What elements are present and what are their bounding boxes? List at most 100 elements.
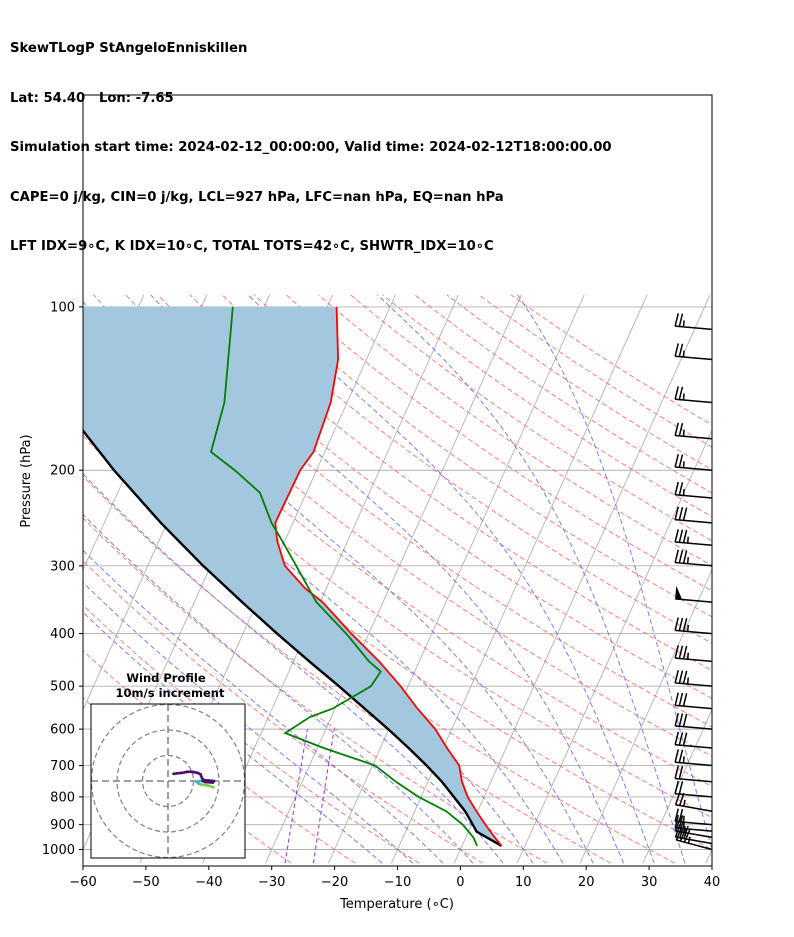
- y-tick-label: 600: [50, 723, 75, 738]
- parcel-profile-line: [83, 428, 503, 847]
- convective-parameters: CAPE=0 j/kg, CIN=0 j/kg, LCL=927 hPa, LF…: [10, 189, 504, 205]
- hodograph-point: [180, 771, 184, 775]
- isotherm-line: [390, 294, 648, 864]
- wind-barb-feather: [682, 529, 688, 543]
- wind-barb-feather: [682, 507, 688, 521]
- moist-adiabat: [376, 294, 686, 864]
- wind-barb-feather: [678, 808, 684, 822]
- wind-barb-feather: [674, 617, 679, 631]
- wind-barb-staff: [675, 657, 713, 663]
- wind-barb-feather: [682, 693, 688, 707]
- dry-adiabat: [510, 294, 712, 426]
- dry-adiabat: [83, 560, 484, 864]
- chart-header: SkewTLogP StAngeloEnniskillen Lat: 54.40…: [10, 8, 612, 272]
- wind-barb: [674, 454, 713, 471]
- hodograph-point: [195, 780, 198, 784]
- wind-barb: [675, 585, 713, 603]
- wind-barb-feather: [682, 670, 688, 684]
- dry-adiabat: [125, 294, 712, 728]
- hodograph-point: [198, 779, 201, 783]
- wind-barb: [674, 481, 713, 499]
- hodograph-point: [197, 782, 200, 785]
- wind-barb-feather: [678, 713, 684, 727]
- isotherm-line: [453, 294, 711, 864]
- isotherm-line: [265, 294, 522, 864]
- wind-barb-feather: [678, 313, 684, 327]
- wind-barb-feather: [678, 732, 684, 746]
- wind-barb: [674, 712, 713, 730]
- wind-barb: [674, 343, 713, 361]
- wind-barb-feather: [674, 780, 679, 794]
- wind-barb-feather: [674, 343, 679, 357]
- wind-barb-feather: [674, 313, 679, 327]
- x-tick-label: 20: [578, 875, 595, 890]
- wind-barb-feather: [674, 765, 679, 779]
- wind-barb-staff: [675, 398, 713, 404]
- hodograph-point: [212, 785, 215, 789]
- wind-barb-feather: [683, 829, 691, 843]
- wind-barb: [674, 422, 713, 440]
- wind-barb-feather: [674, 669, 679, 684]
- hodograph-point: [207, 779, 211, 782]
- y-tick-label: 300: [50, 559, 75, 574]
- wind-barb-half-feather: [686, 536, 690, 544]
- wind-barb-staff: [675, 434, 713, 440]
- y-tick-label: 800: [50, 790, 75, 805]
- wind-barb-half-feather: [686, 652, 690, 660]
- hodograph-point: [196, 771, 199, 775]
- wind-barb-feather: [678, 422, 684, 437]
- wind-barb-staff: [675, 761, 713, 767]
- moist-adiabat: [150, 294, 625, 864]
- wind-barb-staff: [675, 777, 713, 783]
- wind-barb: [674, 669, 713, 687]
- wind-barb-half-feather: [686, 624, 690, 632]
- wind-barb-feather: [678, 692, 684, 706]
- mixing-ratio-line: [312, 729, 335, 864]
- wind-barb-staff: [675, 804, 713, 812]
- wind-barb-feather: [674, 731, 679, 745]
- x-tick-label: 0: [456, 875, 464, 890]
- wind-barb-half-feather: [682, 756, 685, 764]
- wind-barb: [674, 645, 713, 663]
- wind-barb-pennant: [675, 585, 683, 600]
- wind-barb-feather: [682, 732, 688, 746]
- isotherm-line: [328, 294, 585, 864]
- wind-barb-feather: [674, 549, 679, 563]
- moist-adiabat: [83, 513, 474, 864]
- wind-barb-feather: [674, 749, 679, 763]
- wind-barb-staff: [675, 744, 713, 749]
- wind-barb-feather: [674, 481, 679, 495]
- stability-indices: LFT IDX=9∘C, K IDX=10∘C, TOTAL TOTS=42∘C…: [10, 239, 494, 254]
- wind-barb-half-feather: [682, 822, 685, 829]
- dry-adiabat: [478, 294, 712, 448]
- wind-barb-staff: [675, 682, 713, 687]
- wind-barb-feather: [678, 529, 684, 543]
- wind-barb-staff: [675, 494, 713, 499]
- wind-barb: [674, 529, 713, 547]
- wind-barb-staff: [675, 466, 713, 471]
- y-tick-label: 400: [50, 627, 75, 642]
- y-tick-label: 100: [50, 300, 75, 315]
- wind-barb-feather: [678, 749, 684, 763]
- wind-barb: [674, 780, 713, 798]
- wind-barb-half-feather: [682, 488, 685, 496]
- x-tick-label: 30: [641, 875, 658, 890]
- hodograph-point: [185, 770, 189, 774]
- y-tick-label: 900: [50, 818, 75, 833]
- wind-barb-feather: [674, 454, 679, 468]
- hodograph-point: [200, 777, 204, 780]
- wind-barb-feather: [674, 422, 679, 436]
- x-axis-ticks: −60 −50 −40 −30 −20 −10 0 10 20 30 40: [69, 866, 720, 890]
- x-tick-label: −50: [132, 875, 159, 890]
- chart-title: SkewTLogP StAngeloEnniskillen: [10, 41, 248, 56]
- wind-barb: [674, 808, 713, 826]
- wind-barb-staff: [675, 827, 713, 832]
- wind-barb-staff: [675, 518, 713, 524]
- wind-barb-feather: [674, 712, 679, 727]
- wind-barb-feather: [678, 482, 684, 496]
- wind-barb-feather: [682, 618, 688, 632]
- y-tick-label: 500: [50, 680, 75, 695]
- hodograph-point: [206, 784, 210, 787]
- wind-barbs: [674, 313, 713, 851]
- x-tick-label: −30: [258, 875, 285, 890]
